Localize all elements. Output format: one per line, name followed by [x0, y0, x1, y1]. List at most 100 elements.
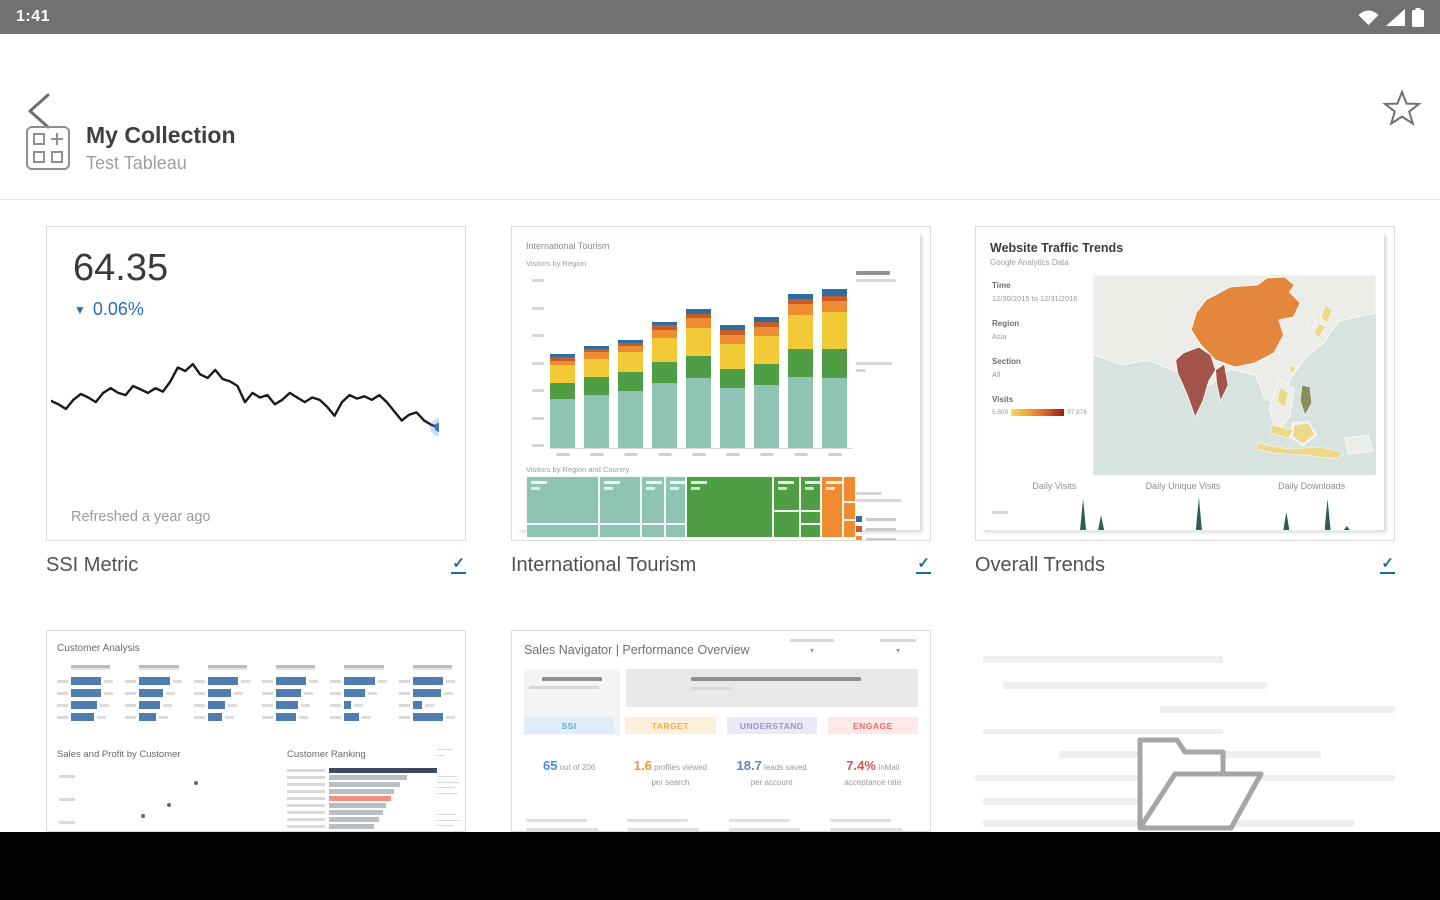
card-title-trends: Overall Trends: [975, 553, 1106, 576]
filter-value: Asia: [992, 332, 1007, 341]
small-multiples-chart: [57, 665, 455, 737]
collection-icon-square: [33, 133, 45, 145]
sync-check-icon[interactable]: ✓: [1380, 554, 1395, 574]
skeleton-line: [983, 729, 1223, 734]
y-axis-ticks: [526, 279, 544, 447]
page-subtitle: Test Tableau: [86, 153, 187, 173]
android-nav-bar: [0, 832, 1440, 900]
metric-change: ▼ 0.06%: [74, 299, 144, 319]
collection-icon: [26, 126, 70, 170]
back-chevron-icon: [28, 93, 50, 128]
section-title: Sales and Profit by Customer: [57, 749, 181, 760]
banner-box: [626, 669, 918, 707]
card-ssi-metric[interactable]: 64.35 ▼ 0.06% Refreshed a year ago: [46, 226, 466, 541]
treemap-title: Visitors by Region and Country: [526, 465, 630, 474]
color-legend: 5,800 97,876: [992, 409, 1087, 416]
card-customer-analysis[interactable]: Customer Analysis Sales and Profit by Cu…: [46, 630, 466, 832]
page-title: My Collection: [86, 122, 236, 148]
card-label-row: Overall Trends ✓: [975, 549, 1395, 581]
thumb-title: Sales Navigator | Performance Overview: [524, 643, 750, 657]
chevron-down-icon: ▾: [895, 646, 900, 655]
thumb-title: Website Traffic Trends: [990, 241, 1124, 255]
card-overall-trends[interactable]: Website Traffic Trends Google Analytics …: [975, 226, 1395, 541]
status-time: 1:41: [16, 8, 51, 25]
collection-icon-square: [33, 151, 45, 163]
map-svg: [1093, 274, 1377, 475]
filter-value: All: [992, 370, 1001, 379]
skeleton-line: [1003, 682, 1267, 689]
treemap-chart: [526, 476, 856, 538]
dropdown-controls: ▾ ▾: [790, 639, 916, 655]
skeleton-line: [1160, 706, 1395, 713]
ranking-chart: [287, 768, 437, 831]
dropdown: ▾: [880, 639, 916, 655]
filter-value: 12/30/2015 to 12/31/2016: [992, 294, 1078, 303]
status-bar: 1:41: [0, 0, 1440, 34]
axis-tick-stub: [59, 798, 75, 801]
status-icons: [1358, 7, 1424, 27]
ranking-section: Customer Ranking: [287, 749, 437, 831]
thumb-subtitle: Google Analytics Data: [990, 258, 1069, 267]
scatter-section: Sales and Profit by Customer: [57, 749, 267, 831]
filter-label: Section: [992, 357, 1021, 366]
wifi-icon: [1358, 10, 1379, 25]
card-label-row: SSI Metric ✓: [46, 549, 466, 581]
back-button[interactable]: [18, 90, 58, 134]
card-label-row: International Tourism ✓: [511, 549, 931, 581]
axis-tick-stub: [992, 511, 1008, 514]
collection-header: My Collection Test Tableau: [26, 122, 236, 174]
panel-daily-unique-visits: Daily Unique Visits: [1118, 481, 1248, 533]
card-title-tourism: International Tourism: [511, 553, 697, 576]
sync-check-icon[interactable]: ✓: [916, 554, 931, 574]
favorite-button[interactable]: [1380, 88, 1424, 132]
spike-chart: [990, 497, 1119, 531]
sync-check-icon[interactable]: ✓: [451, 554, 466, 574]
card-title-ssi: SSI Metric: [46, 553, 139, 576]
spike-chart: [1247, 497, 1377, 531]
collection-icon-plus: [51, 133, 63, 145]
filter-label: Time: [992, 281, 1011, 290]
thumb-title: International Tourism: [526, 241, 610, 251]
dropdown: ▾: [790, 639, 834, 655]
ssi-sparkline-chart: [49, 335, 448, 453]
scatter-chart: [59, 769, 263, 827]
map-section: Time 12/30/2015 to 12/31/2016 Region Asi…: [990, 274, 1377, 475]
asia-map: [1093, 274, 1377, 475]
skeleton-line: [983, 656, 1223, 663]
dashboard-thumbnail: Website Traffic Trends Google Analytics …: [982, 233, 1384, 533]
chevron-down-icon: ▾: [809, 646, 814, 655]
filter-label: Region: [992, 319, 1020, 328]
battery-icon: [1412, 7, 1424, 27]
filter-label: Visits: [992, 395, 1014, 404]
spike-chart: [1118, 497, 1248, 531]
dashboard-thumbnail: International Tourism Visitors by Region…: [518, 233, 920, 540]
daily-panels: Daily Visits Daily Unique Visits Daily D…: [990, 481, 1377, 533]
skeleton-line: [983, 798, 1165, 805]
side-legend-stub: [437, 749, 461, 831]
app-header: My Collection Test Tableau: [0, 34, 1440, 200]
filter-panel: [856, 271, 918, 540]
panel-daily-visits: Daily Visits: [990, 481, 1119, 533]
down-arrow-icon: ▼: [74, 302, 86, 317]
card-international-tourism[interactable]: International Tourism Visitors by Region…: [511, 226, 931, 541]
kpi-row: SSI 65 out of 206 TARGET 1.6 profiles viewe…: [524, 717, 918, 831]
map-filter-panel: Time 12/30/2015 to 12/31/2016 Region Asi…: [990, 275, 1094, 475]
collection-icon-square: [51, 151, 63, 163]
section-title: Customer Ranking: [287, 749, 366, 760]
thumb-title: Customer Analysis: [57, 643, 140, 654]
thumb-subtitle: Visitors by Region: [526, 259, 587, 268]
axis-tick-stub: [59, 821, 75, 825]
stacked-bars: [550, 280, 853, 449]
star-icon: [1382, 88, 1422, 126]
chart-legend: [856, 516, 918, 540]
metric-value: 64.35: [73, 247, 169, 289]
card-folder-placeholder[interactable]: [975, 630, 1395, 832]
gradient-bar: [1011, 409, 1065, 416]
open-folder-icon: [1137, 737, 1264, 831]
cellular-signal-icon: [1386, 8, 1405, 26]
axis-tick-stub: [59, 774, 75, 778]
panel-daily-downloads: Daily Downloads: [1247, 481, 1377, 533]
card-sales-navigator[interactable]: Sales Navigator | Performance Overview ▾…: [511, 630, 931, 832]
stacked-bar-chart: [526, 279, 856, 457]
